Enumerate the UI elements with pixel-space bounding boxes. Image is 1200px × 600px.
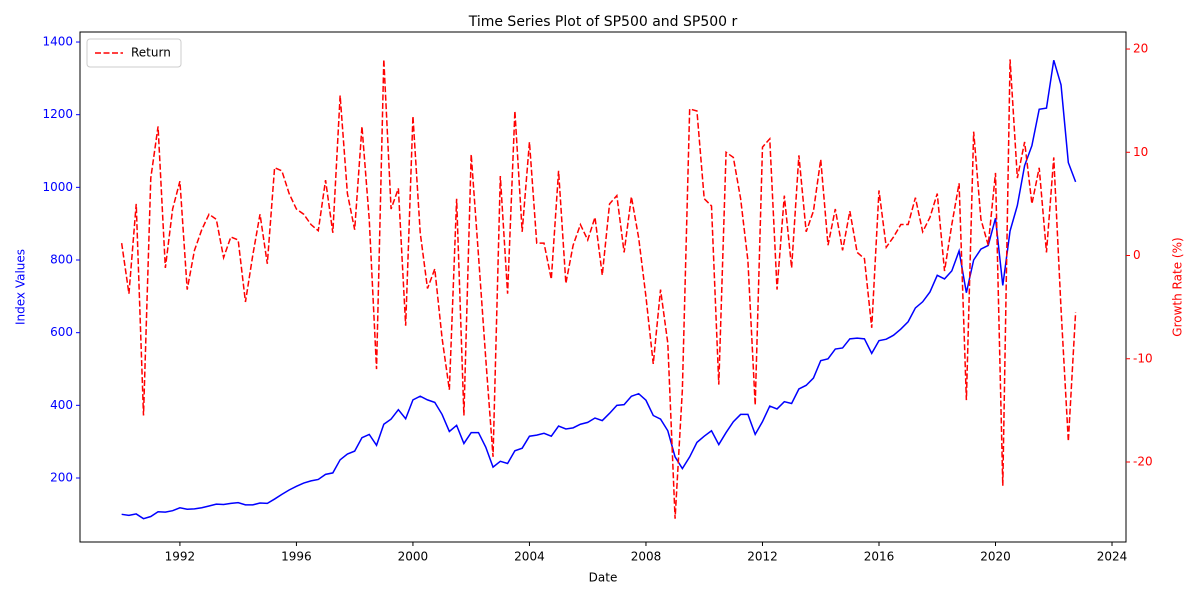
series-line bbox=[121, 59, 1077, 520]
x-tick-label: 2004 bbox=[514, 550, 545, 564]
y-tick-label: 1200 bbox=[42, 107, 73, 121]
y-tick-label: 1000 bbox=[42, 180, 73, 194]
x-tick-label: 2000 bbox=[398, 550, 429, 564]
x-tick-label: 2020 bbox=[980, 550, 1011, 564]
x-tick-label: 1992 bbox=[165, 550, 196, 564]
y-tick-label: 1400 bbox=[42, 35, 73, 49]
y-axis-label: Index Values bbox=[14, 249, 28, 325]
x-tick-label: 2012 bbox=[747, 550, 778, 564]
x-tick-label: 2008 bbox=[631, 550, 662, 564]
y-tick-label: 800 bbox=[50, 253, 73, 267]
y-tick-label: 400 bbox=[50, 398, 73, 412]
y2-tick-label: -10 bbox=[1133, 351, 1153, 365]
y2-tick-label: 0 bbox=[1133, 248, 1141, 262]
x-axis-label: Date bbox=[589, 571, 618, 585]
plot-frame bbox=[79, 31, 1127, 543]
x-tick-label: 1996 bbox=[281, 550, 312, 564]
y2-tick-label: 10 bbox=[1133, 145, 1148, 159]
x-tick-label: 2024 bbox=[1097, 550, 1128, 564]
y2-tick-label: -20 bbox=[1133, 454, 1153, 468]
y2-axis-label: Growth Rate (%) bbox=[1171, 237, 1185, 336]
legend-label: Return bbox=[131, 46, 171, 60]
series-line bbox=[120, 59, 1077, 519]
y-tick-label: 600 bbox=[50, 325, 73, 339]
legend-box bbox=[86, 38, 182, 68]
chart-title: Time Series Plot of SP500 and SP500 r bbox=[468, 14, 738, 30]
y-tick-label: 200 bbox=[50, 470, 73, 484]
y2-tick-label: 20 bbox=[1133, 42, 1148, 56]
x-tick-label: 2016 bbox=[864, 550, 895, 564]
